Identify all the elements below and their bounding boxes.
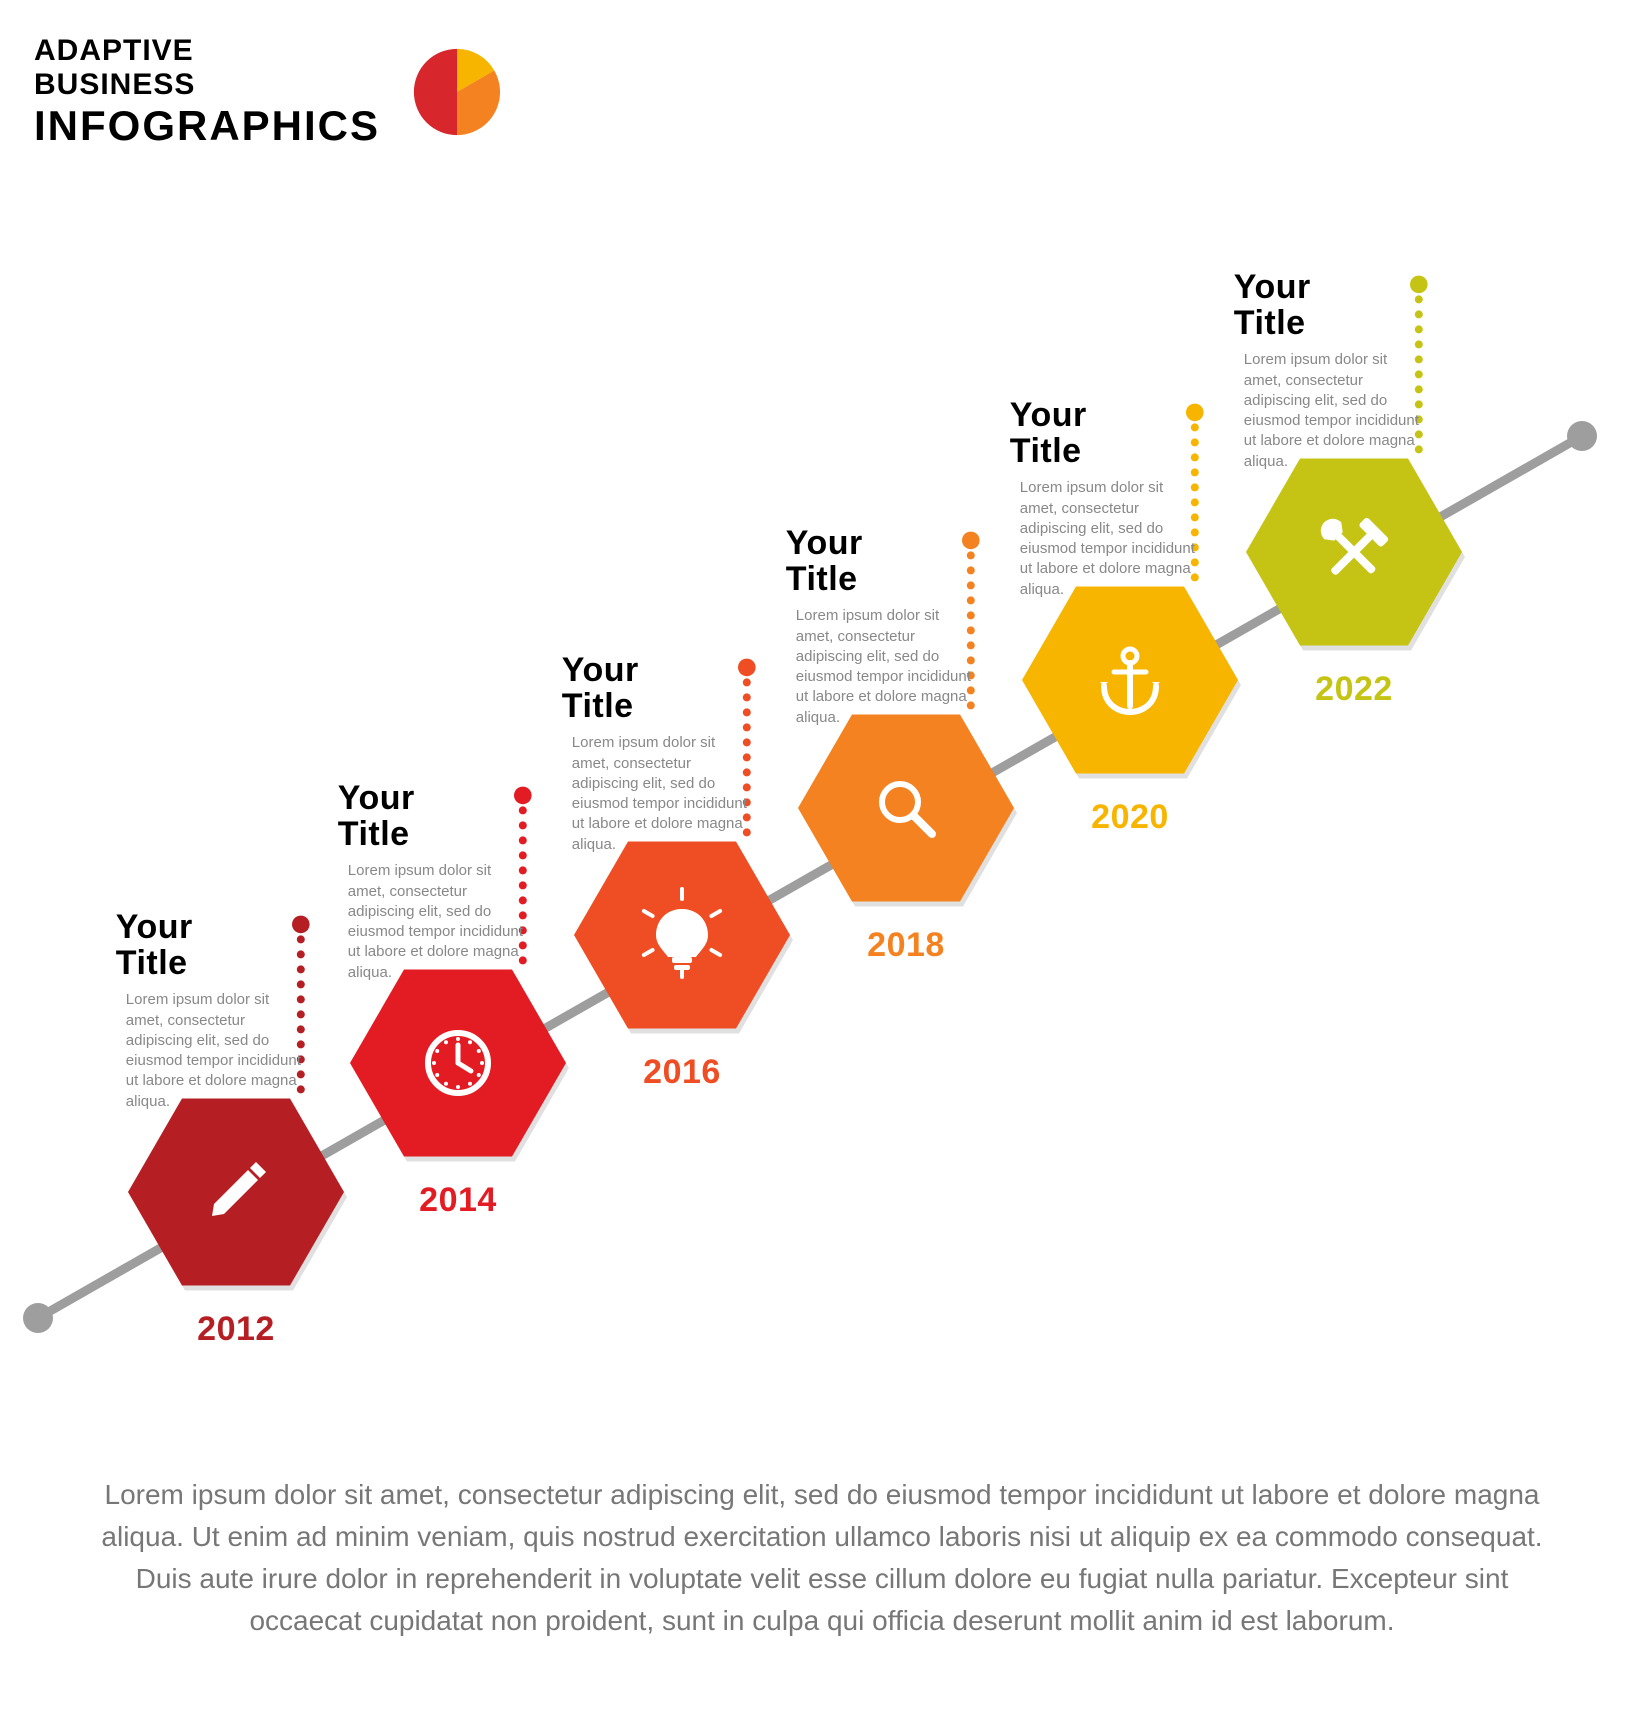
footer-paragraph: Lorem ipsum dolor sit amet, consectetur … [90, 1474, 1554, 1642]
timeline-node [1022, 586, 1241, 778]
timeline-item-desc: Lorem ipsum dolor sit amet, consectetur … [796, 606, 976, 728]
clock-icon [428, 1033, 488, 1093]
timeline-year: 2014 [398, 1181, 518, 1220]
timeline-node [128, 1098, 347, 1290]
timeline-item-title: YourTitle [1010, 398, 1130, 469]
timeline-item-title: YourTitle [786, 526, 906, 597]
logo-icon [408, 43, 506, 141]
timeline-item-title: YourTitle [1234, 270, 1354, 341]
header: ADAPTIVE BUSINESS INFOGRAPHICS [34, 34, 506, 150]
timeline-item-title: YourTitle [338, 781, 458, 852]
timeline-node [1246, 458, 1465, 650]
header-title-block: ADAPTIVE BUSINESS INFOGRAPHICS [34, 34, 380, 150]
timeline-item-desc: Lorem ipsum dolor sit amet, consectetur … [348, 861, 528, 983]
timeline-node [798, 714, 1017, 906]
timeline-year: 2020 [1070, 798, 1190, 837]
timeline-year: 2012 [176, 1310, 296, 1349]
timeline-item-desc: Lorem ipsum dolor sit amet, consectetur … [1244, 350, 1424, 472]
pencil-icon [212, 1162, 266, 1216]
timeline-year: 2022 [1294, 670, 1414, 709]
header-line-3: INFOGRAPHICS [34, 102, 380, 150]
timeline-item-desc: Lorem ipsum dolor sit amet, consectetur … [1020, 478, 1200, 600]
timeline-node [574, 841, 793, 1033]
header-line-1: ADAPTIVE [34, 34, 380, 68]
timeline-year: 2018 [846, 926, 966, 965]
bulb-icon [644, 889, 720, 977]
timeline-item-desc: Lorem ipsum dolor sit amet, consectetur … [126, 990, 306, 1112]
anchor-icon [1100, 649, 1160, 712]
timeline-item-desc: Lorem ipsum dolor sit amet, consectetur … [572, 733, 752, 855]
timeline-year: 2016 [622, 1053, 742, 1092]
header-line-2: BUSINESS [34, 68, 380, 102]
timeline-canvas [0, 0, 1644, 1732]
timeline-item-title: YourTitle [116, 910, 236, 981]
timeline-item-title: YourTitle [562, 653, 682, 724]
search-icon [882, 784, 932, 834]
tools-icon [1316, 514, 1390, 580]
timeline-node [350, 969, 569, 1161]
